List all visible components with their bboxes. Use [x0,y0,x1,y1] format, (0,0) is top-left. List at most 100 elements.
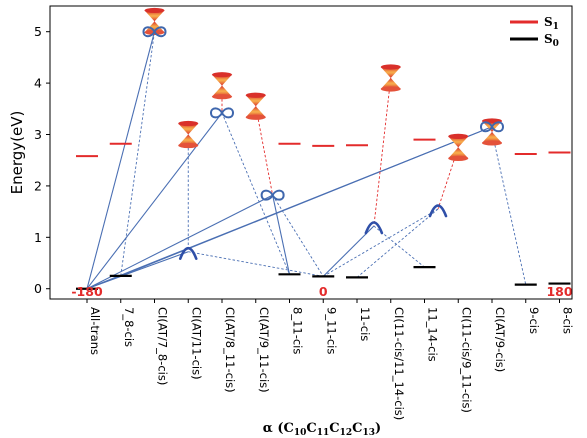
angle-label-0: -180 [71,284,103,299]
solid-link-8 [322,225,375,277]
x-axis-title-subscript: 10 [294,428,307,438]
x-tick-label: CI(AT/8_11-cis) [223,307,237,393]
arch-ts-icon [364,221,384,235]
x-tick-label: All-trans [88,307,102,355]
cone-upper-rim [380,64,401,70]
y-tick-label: 2 [34,178,42,193]
x-tick-label: CI(AT/7_8-cis) [156,307,170,385]
cone-lower [212,85,232,97]
x-tick-label: CI(AT/9_11-cis) [257,307,271,393]
cone-lower-rim [212,94,232,100]
angle-label-1: 0 [319,284,328,299]
y-axis-title: Energy(eV) [8,111,26,195]
infinity-ts-icon [142,26,167,38]
arch-ts-icon [178,246,198,261]
legend-label: S1 [544,15,559,32]
cone-upper [448,136,469,148]
cone-upper-rim [245,92,266,98]
cone-upper-rim [144,7,165,14]
x-tick-label: 9-cis [527,307,541,334]
x-tick-label: 8_11-cis [291,307,305,354]
legend-label-subscript: 1 [553,22,559,32]
cone-upper [144,10,165,22]
cone-upper [178,123,199,135]
x-tick-label: 9_11-cis [324,307,338,354]
x-axis-title: α (C10C11C12C13) [263,421,381,438]
dashed-link-13 [491,131,527,285]
cone-lower [448,147,469,159]
conical-intersection-icon [245,92,266,120]
x-axis-title-part: C [306,421,316,436]
conical-intersection-icon [212,72,232,100]
x-axis-title-part: ) [375,421,381,436]
cone-lower-rim [380,86,401,92]
cone-lower-rim [482,140,502,146]
legend-label-main: S [544,32,553,46]
x-axis: All-trans 7_8-cis CI(AT/7_8-cis) CI(AT/11-c… [86,299,575,420]
y-tick-label: 5 [34,24,42,39]
solid-link-2 [86,194,273,290]
x-axis-title-subscript: 13 [363,428,376,438]
cone-lower [144,21,165,33]
infinity-ts-icon [479,121,505,133]
dashed-link-0 [120,31,155,276]
cone-upper-rim [212,72,232,78]
cone-upper [245,95,266,107]
cone-upper [212,74,232,86]
x-axis-title-part: C [329,421,339,436]
cone-upper-rim [178,120,199,127]
x-tick-label: CI(AT/9-cis) [493,307,507,372]
arch-ts-icon [428,204,448,218]
cone-lower-rim [448,155,469,161]
x-tick-label: CI(11-cis/11_14-cis) [392,307,406,420]
cone-lower [245,106,266,118]
x-axis-title-subscript: 11 [317,428,330,438]
cone-lower [178,134,199,146]
x-tick-label: CI(AT/11-cis) [189,307,203,380]
legend-label-main: S [544,15,553,29]
cone-upper-rim [448,133,469,139]
cone-lower [482,131,502,143]
dashed-link-4 [221,112,290,275]
x-tick-label: 11_14-cis [426,307,440,362]
x-tick-label: 11-cis [358,307,372,341]
conical-intersection-icon [178,120,199,149]
dashed-link-5 [255,106,274,196]
solid-link-0 [86,31,156,289]
conical-intersection-icon [380,64,401,92]
energy-levels [76,138,571,290]
solid-link-5 [86,275,121,290]
legend-label-subscript: 0 [553,39,559,49]
solid-link-6 [120,126,493,277]
cone-lower [380,77,401,89]
y-tick-label: 3 [34,127,42,142]
x-axis-title-part: C [352,421,362,436]
infinity-ts-icon [209,107,235,119]
x-tick-label: CI(11-cis/9_11-cis) [459,307,473,413]
cone-upper [380,66,401,78]
cone-lower-rim [245,114,266,120]
x-axis-title-subscript: 12 [340,428,353,438]
x-tick-label: 8-cis [561,307,575,334]
y-tick-label: 1 [34,230,42,245]
angle-label-2: 180 [546,284,572,299]
y-tick-label: 4 [34,76,42,91]
dashed-link-8 [373,77,392,227]
cone-lower-rim [178,142,199,149]
x-axis-title-part: α (C [263,421,294,436]
dashed-link-6 [272,194,324,277]
conical-intersection-icon [448,133,469,161]
solid-link-7 [272,195,291,275]
angle-labels: -180 0 180 [71,284,572,299]
legend-label: S0 [544,32,559,49]
x-tick-label: 7_8-cis [122,307,136,347]
solid-link-1 [86,112,223,290]
infinity-ts-icon [260,189,285,201]
y-axis: 0 1 2 3 4 5 [34,24,50,296]
ci-and-ts-markers [142,7,505,261]
plot-frame [49,5,573,300]
dashed-link-7 [188,251,324,277]
y-tick-label: 0 [34,281,42,296]
